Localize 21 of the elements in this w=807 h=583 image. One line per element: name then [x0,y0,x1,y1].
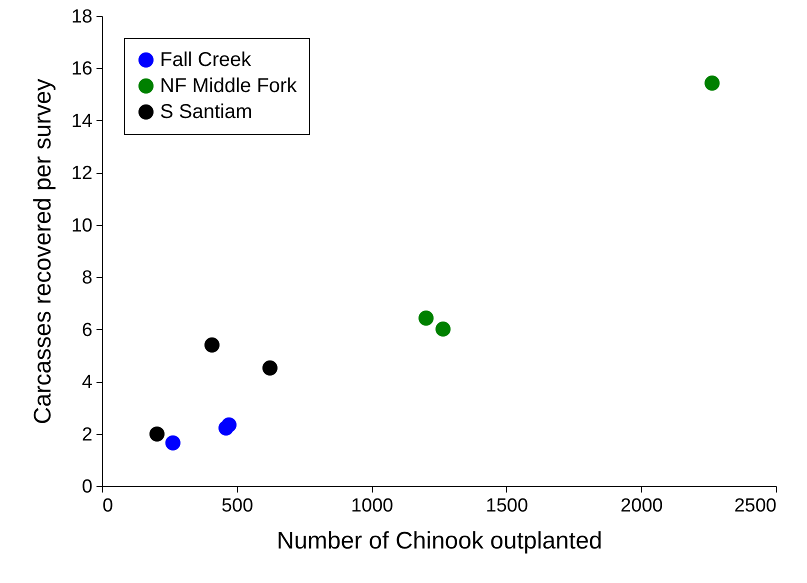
x-tick-label: 1500 [486,496,528,516]
y-tick-label: 0 [82,476,92,498]
x-tick-label: 2000 [620,496,663,516]
y-axis-title: Carcasses recovered per survey [29,78,56,424]
legend-label: NF Middle Fork [160,75,298,97]
y-tick-label: 12 [71,163,92,184]
y-tick-label: 8 [82,268,92,289]
y-tick-label: 16 [71,58,92,80]
x-axis-title: Number of Chinook outplanted [276,528,602,554]
y-tick-label: 14 [71,110,93,132]
x-tick-label: 2500 [734,496,776,516]
x-tick-label: 500 [221,496,254,516]
x-tick-label: 0 [102,496,114,516]
y-tick-label: 4 [82,372,93,394]
y-tick-label: 2 [82,424,92,446]
legend-label: Fall Creek [160,49,252,71]
legend-label: S Santiam [160,101,252,123]
x-tick-label: 1000 [350,496,394,516]
y-tick-label: 6 [82,320,92,341]
y-tick-label: 18 [71,6,92,28]
y-tick-label: 10 [71,215,92,236]
